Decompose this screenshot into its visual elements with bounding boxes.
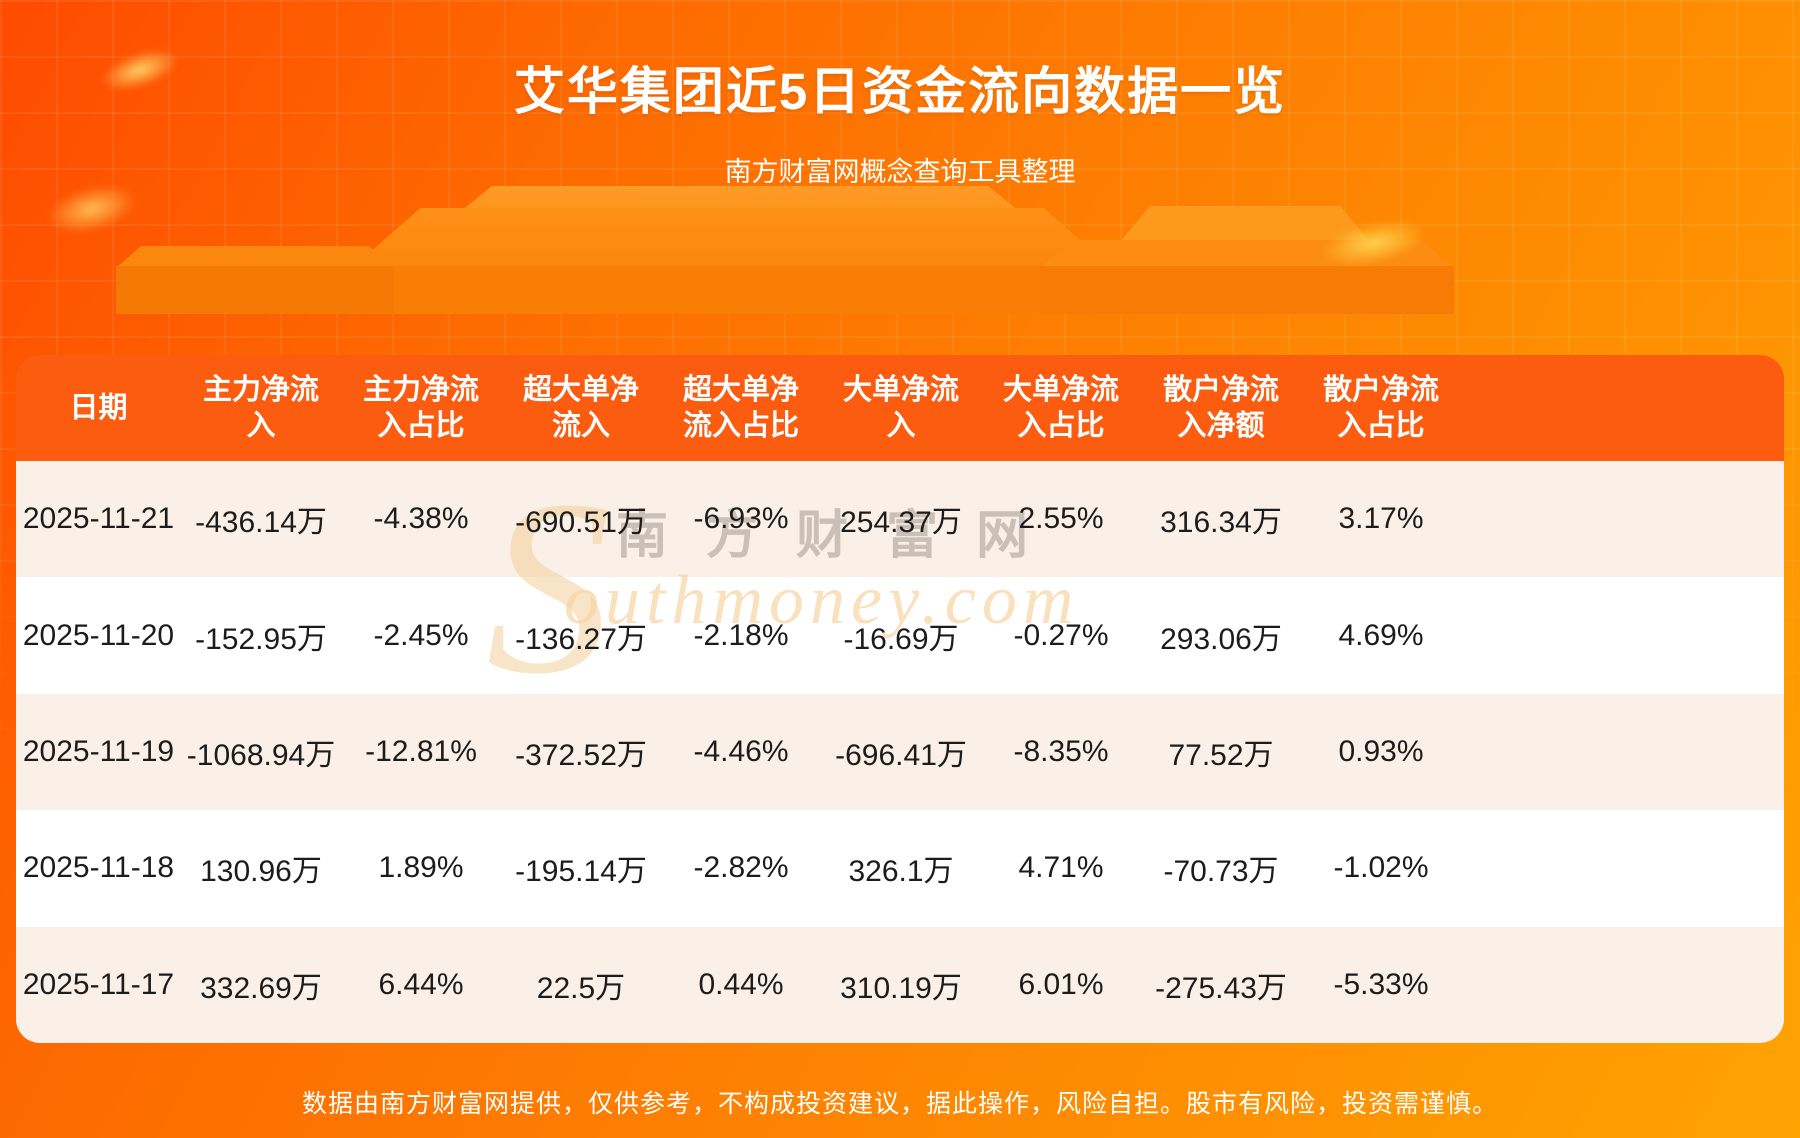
cell-retail-net-inflow: -70.73万 (1163, 855, 1279, 889)
cell-retail-net-inflow-pct: -1.02% (1333, 851, 1429, 885)
cell-main-net-inflow-pct: 6.44% (378, 967, 464, 1001)
cell-large-order-net-inflow-pct: 6.01% (1018, 967, 1104, 1001)
podium-right-top-shape (1040, 240, 1454, 268)
light-streak-icon (1295, 199, 1453, 287)
cell-retail-net-inflow-pct: 4.69% (1338, 618, 1424, 652)
cell-retail-net-inflow: -275.43万 (1155, 971, 1287, 1005)
cell-xl-order-net-inflow: -136.27万 (515, 622, 647, 656)
column-header-retail-net-inflow: 散户净流入净额 (1162, 373, 1279, 442)
disclaimer-text: 数据由南方财富网提供，仅供参考，不构成投资建议，据此操作，风险自担。股市有风险，… (301, 1090, 1498, 1118)
cell-large-order-net-inflow-pct: -8.35% (1013, 734, 1109, 768)
column-header-large-order-net-inflow-pct: 大单净流入占比 (1002, 373, 1119, 442)
cell-date: 2025-11-18 (22, 851, 175, 885)
cell-main-net-inflow: 130.96万 (200, 855, 322, 889)
cell-date: 2025-11-21 (22, 502, 175, 536)
cell-date: 2025-11-17 (22, 967, 175, 1001)
column-header-large-order-net-inflow: 大单净流入 (842, 373, 959, 442)
cell-retail-net-inflow: 77.52万 (1168, 738, 1274, 772)
cell-xl-order-net-inflow-pct: -4.46% (693, 734, 789, 768)
podium-back-shape (430, 186, 1050, 236)
podium-left-front-shape (116, 266, 394, 314)
cell-main-net-inflow: 332.69万 (200, 971, 322, 1005)
column-header-main-net-inflow-pct: 主力净流入占比 (362, 373, 479, 442)
cell-xl-order-net-inflow-pct: 0.44% (698, 967, 784, 1001)
table-row: 2025-11-20 -152.95万 -2.45% -136.27万 -2.1… (16, 577, 1784, 694)
cell-retail-net-inflow-pct: -5.33% (1333, 967, 1429, 1001)
podium-center-front-shape (352, 266, 1112, 314)
cell-large-order-net-inflow: 326.1万 (848, 855, 954, 889)
cell-large-order-net-inflow-pct: -0.27% (1013, 618, 1109, 652)
cell-xl-order-net-inflow-pct: -6.93% (693, 502, 789, 536)
cell-main-net-inflow: -1068.94万 (186, 738, 336, 772)
column-header-date: 日期 (69, 391, 128, 424)
column-header-main-net-inflow: 主力净流入 (202, 373, 319, 442)
cell-xl-order-net-inflow: -690.51万 (515, 506, 647, 540)
cell-xl-order-net-inflow-pct: -2.82% (693, 851, 789, 885)
cell-main-net-inflow-pct: -2.45% (373, 618, 469, 652)
table-row: 2025-11-17 332.69万 6.44% 22.5万 0.44% 310… (16, 926, 1784, 1043)
cell-retail-net-inflow-pct: 0.93% (1338, 734, 1424, 768)
cell-main-net-inflow: -152.95万 (195, 622, 327, 656)
cell-large-order-net-inflow: -16.69万 (843, 622, 959, 656)
cell-main-net-inflow-pct: -4.38% (373, 502, 469, 536)
cell-xl-order-net-inflow-pct: -2.18% (693, 618, 789, 652)
podium-right-front-shape (1040, 266, 1454, 314)
fund-flow-table: S 南方财富网 outhmoney.com 日期 主力净流入 主力净流入占比 超… (16, 355, 1784, 1043)
cell-large-order-net-inflow: 310.19万 (840, 971, 962, 1005)
page-subtitle: 南方财富网概念查询工具整理 (724, 157, 1076, 187)
cell-main-net-inflow-pct: -12.81% (365, 734, 477, 768)
column-header-xl-order-net-inflow: 超大单净流入 (522, 373, 639, 442)
podium-center-top-shape (352, 208, 1112, 268)
cell-large-order-net-inflow: -696.41万 (835, 738, 967, 772)
cell-retail-net-inflow-pct: 3.17% (1338, 502, 1424, 536)
cell-xl-order-net-inflow: -372.52万 (515, 738, 647, 772)
cell-large-order-net-inflow: 254.37万 (840, 506, 962, 540)
column-header-xl-order-net-inflow-pct: 超大单净流入占比 (682, 373, 799, 442)
cell-date: 2025-11-20 (22, 618, 175, 652)
table-header: 日期 主力净流入 主力净流入占比 超大单净流入 超大单净流入占比 大单净流入 大… (16, 355, 1784, 461)
cell-date: 2025-11-19 (22, 734, 175, 768)
cell-xl-order-net-inflow: 22.5万 (536, 971, 626, 1005)
cell-retail-net-inflow: 293.06万 (1160, 622, 1282, 656)
cell-main-net-inflow: -436.14万 (195, 506, 327, 540)
table-row: 2025-11-18 130.96万 1.89% -195.14万 -2.82%… (16, 810, 1784, 927)
table-row: 2025-11-21 -436.14万 -4.38% -690.51万 -6.9… (16, 461, 1784, 578)
cell-large-order-net-inflow-pct: 4.71% (1018, 851, 1104, 885)
column-header-retail-net-inflow-pct: 散户净流入占比 (1322, 373, 1439, 442)
cell-large-order-net-inflow-pct: 2.55% (1018, 502, 1104, 536)
cell-xl-order-net-inflow: -195.14万 (515, 855, 647, 889)
podium-left-top-shape (116, 246, 394, 268)
table-row: 2025-11-19 -1068.94万 -12.81% -372.52万 -4… (16, 693, 1784, 811)
cell-main-net-inflow-pct: 1.89% (378, 851, 464, 885)
cell-retail-net-inflow: 316.34万 (1160, 506, 1282, 540)
page-title: 艾华集团近5日资金流向数据一览 (513, 63, 1287, 120)
podium-right-upper-shape (1120, 206, 1370, 242)
